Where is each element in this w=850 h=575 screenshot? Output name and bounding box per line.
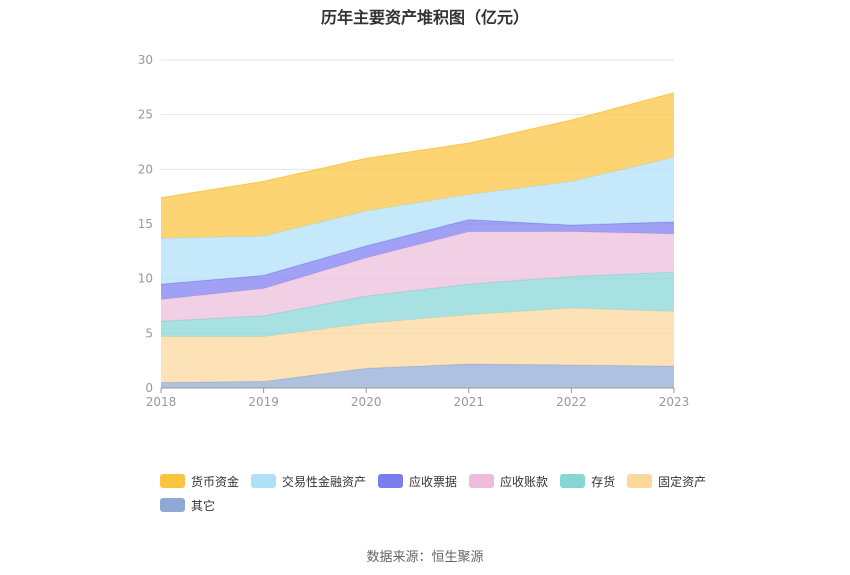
area-series-3	[161, 231, 674, 322]
y-tick-label: 10	[138, 272, 153, 286]
x-tick-label: 2020	[351, 395, 382, 409]
legend-label: 固定资产	[658, 474, 707, 489]
legend-label: 货币资金	[191, 474, 240, 489]
y-tick-label: 25	[138, 108, 153, 122]
legend-swatch	[251, 474, 277, 488]
area-series-6	[161, 92, 674, 239]
area-series-1	[161, 308, 674, 383]
legend-label: 交易性金融资产	[282, 474, 367, 489]
legend-label: 其它	[191, 498, 216, 513]
legend-item[interactable]: 应收账款	[469, 472, 548, 490]
x-tick-label: 2018	[146, 395, 177, 409]
y-tick-label: 15	[138, 217, 153, 231]
x-tick-label: 2023	[659, 395, 690, 409]
legend-label: 存货	[591, 474, 616, 489]
x-tick-label: 2021	[454, 395, 485, 409]
y-tick-label: 20	[138, 162, 153, 176]
area-series-5	[161, 157, 674, 285]
legend-item[interactable]: 其它	[160, 496, 215, 514]
legend-item[interactable]: 货币资金	[160, 472, 239, 490]
area-series-2	[161, 272, 674, 337]
x-tick-label: 2019	[248, 395, 279, 409]
y-tick-label: 0	[145, 381, 153, 395]
legend-item[interactable]: 固定资产	[627, 472, 706, 490]
area-series-4	[161, 219, 674, 300]
legend-label: 应收票据	[409, 474, 458, 489]
legend-swatch	[560, 474, 586, 488]
y-tick-label: 30	[138, 53, 153, 67]
legend-item[interactable]: 应收票据	[378, 472, 457, 490]
legend-swatch	[160, 498, 185, 512]
legend-label: 应收账款	[500, 474, 549, 489]
legend-swatch	[378, 474, 404, 488]
y-tick-label: 5	[145, 326, 153, 340]
legend-item[interactable]: 交易性金融资产	[251, 472, 366, 490]
chart-title: 历年主要资产堆积图（亿元）	[320, 8, 529, 27]
stacked-area-chart: 0 5 10 15 20 25 30 2018 2019 2020 2021 2022 2023	[138, 53, 690, 409]
area-series-0	[161, 363, 674, 388]
x-tick-label: 2022	[556, 395, 587, 409]
chart-legend: 货币资金 交易性金融资产 应收票据 应收账款 存货 固定资产其它	[160, 472, 720, 520]
area-line-6	[160, 92, 675, 199]
legend-swatch	[469, 474, 495, 488]
data-source: 数据来源：恒生聚源	[366, 550, 484, 565]
legend-item[interactable]: 存货	[560, 472, 615, 490]
legend-swatch	[627, 474, 653, 488]
legend-swatch	[160, 474, 185, 488]
